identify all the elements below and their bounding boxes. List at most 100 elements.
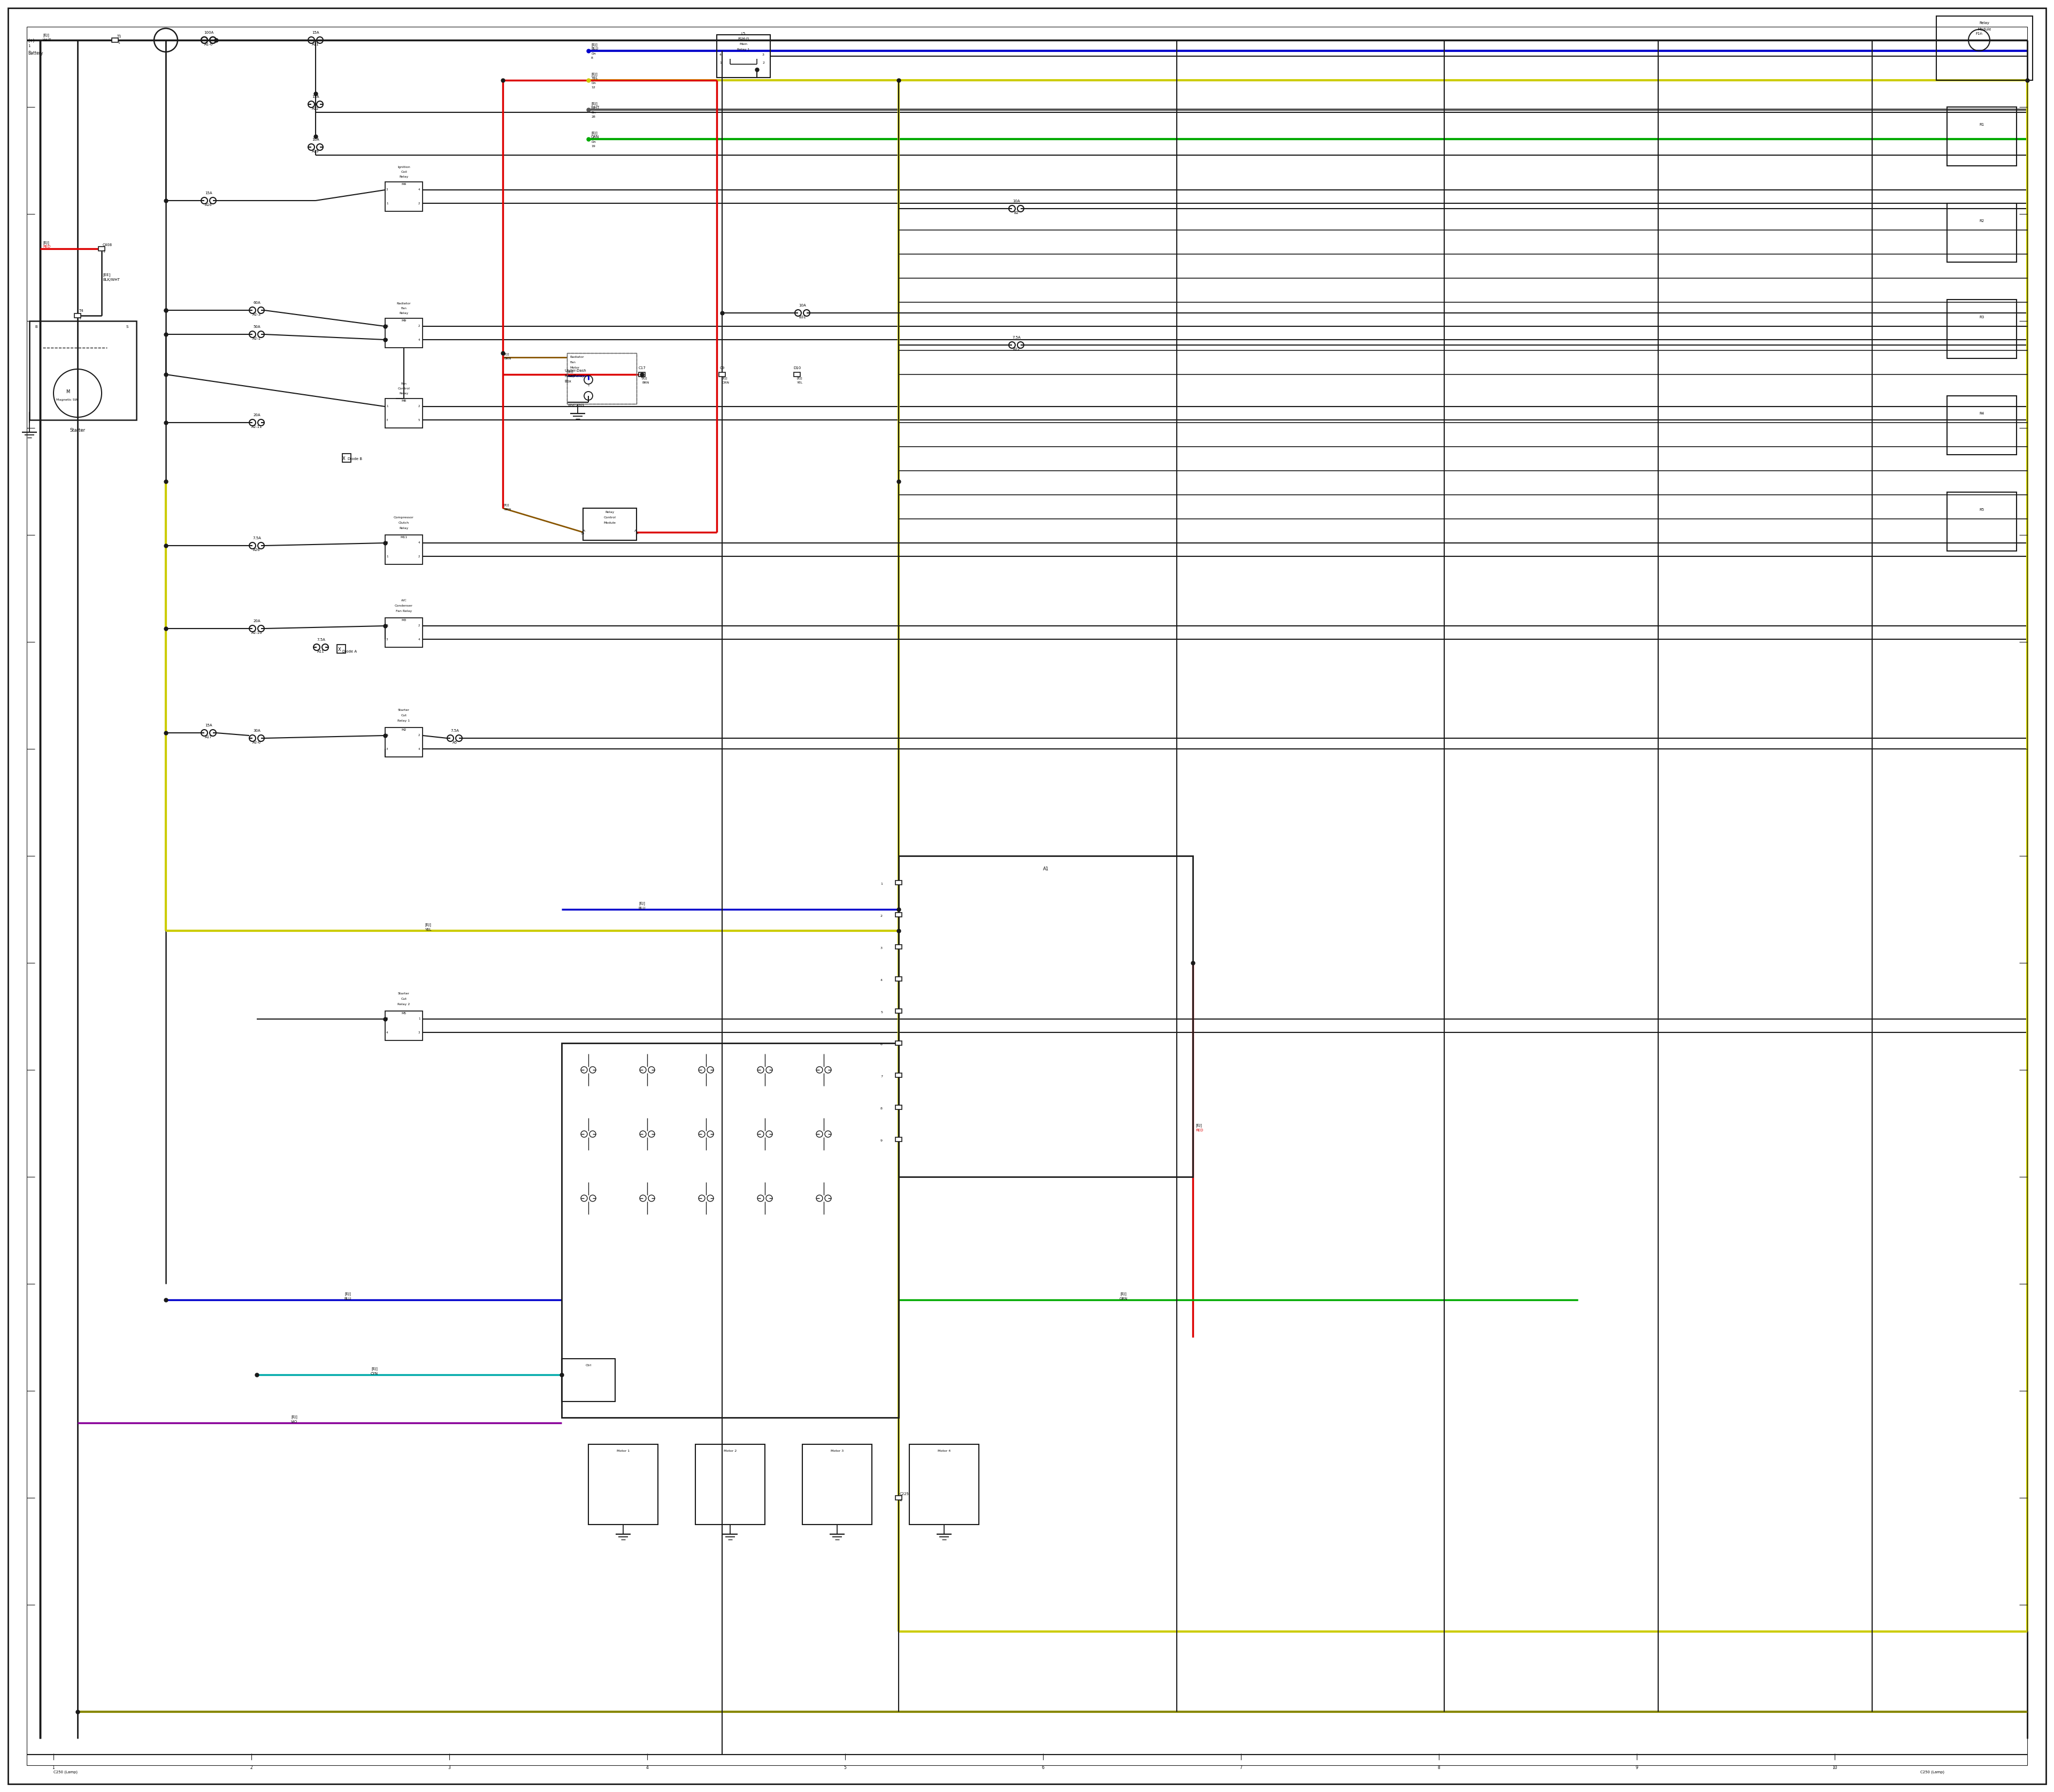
Text: 4: 4: [645, 1765, 649, 1770]
Text: Relay: Relay: [398, 527, 409, 530]
Bar: [896, 944, 902, 950]
Text: 2: 2: [881, 914, 883, 918]
Text: X: X: [339, 647, 341, 652]
Text: Control: Control: [398, 387, 411, 391]
Text: Ignition: Ignition: [398, 167, 411, 168]
Text: R4: R4: [1980, 412, 1984, 416]
Text: 2: 2: [251, 1765, 253, 1770]
Text: Radiator: Radiator: [569, 357, 583, 358]
Bar: [567, 353, 637, 403]
Text: R3: R3: [1980, 315, 1984, 319]
Text: [EJ]: [EJ]: [569, 371, 573, 373]
Bar: [793, 373, 801, 376]
Text: 1: 1: [117, 41, 119, 45]
Text: Relay 1: Relay 1: [398, 719, 411, 722]
Text: L5: L5: [741, 32, 746, 36]
Text: A11: A11: [316, 650, 325, 652]
Text: [EJ]: [EJ]: [592, 43, 598, 47]
Text: X: X: [343, 457, 345, 461]
Text: 28: 28: [592, 115, 596, 118]
Text: Dn: Dn: [592, 111, 596, 115]
Text: 1: 1: [719, 61, 721, 65]
Text: Cut: Cut: [401, 715, 407, 717]
Text: Module: Module: [1978, 29, 1990, 30]
Text: Motor 4: Motor 4: [937, 1450, 951, 1452]
Bar: [343, 453, 351, 462]
Text: [EJ]: [EJ]: [1195, 1124, 1202, 1127]
Bar: [583, 509, 637, 539]
Bar: [111, 38, 119, 43]
Text: WHT: WHT: [592, 106, 600, 109]
Text: Dn: Dn: [592, 52, 596, 56]
Text: A1-6: A1-6: [203, 43, 214, 47]
Text: 4: 4: [719, 54, 721, 56]
Text: [EJ]: [EJ]: [592, 131, 598, 134]
Text: A26: A26: [253, 548, 261, 552]
Bar: [896, 880, 902, 885]
Text: 7.5A: 7.5A: [450, 729, 458, 733]
Text: [EJ]: [EJ]: [372, 1367, 378, 1371]
Text: [EJ]: [EJ]: [345, 1292, 351, 1296]
Text: M8: M8: [401, 400, 407, 401]
Text: A2-1: A2-1: [253, 337, 261, 340]
Text: S: S: [125, 324, 127, 328]
Text: 12: 12: [592, 86, 596, 90]
Text: BRN: BRN: [503, 357, 511, 360]
Text: 60A: 60A: [253, 301, 261, 305]
Bar: [900, 857, 1193, 1177]
Text: 8: 8: [1438, 1765, 1440, 1770]
Text: Fan: Fan: [401, 306, 407, 310]
Bar: [74, 314, 80, 317]
Text: A2-6: A2-6: [253, 740, 261, 744]
Bar: [803, 1444, 871, 1525]
Text: M11: M11: [401, 536, 407, 539]
Text: 10A: 10A: [312, 138, 318, 142]
Text: BLU: BLU: [592, 47, 598, 50]
Text: Relay 1: Relay 1: [737, 48, 750, 50]
Text: 6: 6: [1041, 1765, 1043, 1770]
Text: Battery: Battery: [29, 50, 43, 56]
Text: [EJ]: [EJ]: [43, 34, 49, 38]
Text: Condenser: Condenser: [394, 604, 413, 607]
Text: 6: 6: [881, 1043, 883, 1047]
Text: Relay: Relay: [398, 392, 409, 394]
Text: Fuse/Relay: Fuse/Relay: [565, 375, 583, 378]
Text: 10: 10: [581, 532, 583, 536]
Text: VIO: VIO: [292, 1421, 298, 1423]
Bar: [896, 1106, 902, 1109]
Bar: [386, 398, 423, 428]
Text: Starter: Starter: [398, 993, 409, 995]
Text: Fan Relay: Fan Relay: [396, 609, 413, 613]
Bar: [337, 645, 345, 652]
Text: Box: Box: [565, 380, 571, 383]
Text: 1: 1: [29, 45, 31, 48]
Text: [EJ]: [EJ]: [723, 376, 727, 380]
Bar: [639, 373, 645, 376]
Bar: [567, 353, 637, 403]
Bar: [1947, 299, 2017, 358]
Text: 50A: 50A: [253, 324, 261, 328]
Text: T1: T1: [117, 34, 121, 38]
Bar: [1947, 493, 2017, 550]
Bar: [386, 181, 423, 211]
Text: 3: 3: [448, 1765, 450, 1770]
Text: Diode B: Diode B: [347, 457, 362, 461]
Text: 19: 19: [592, 145, 596, 147]
Text: M3: M3: [401, 618, 407, 622]
Text: 7.5A: 7.5A: [1013, 335, 1021, 339]
Text: [EJ]: [EJ]: [43, 240, 49, 244]
Text: A1: A1: [1043, 867, 1050, 871]
Text: PGM-FI: PGM-FI: [737, 38, 750, 39]
Text: 10A: 10A: [1013, 199, 1021, 202]
Text: [EJ]: [EJ]: [641, 376, 647, 380]
Text: 8: 8: [881, 1107, 883, 1109]
Text: F1n: F1n: [1976, 32, 1982, 36]
Text: A17: A17: [205, 735, 212, 738]
Text: Relay: Relay: [398, 176, 409, 177]
Text: C250 (Lamp): C250 (Lamp): [1920, 1770, 1945, 1774]
Text: B22: B22: [1013, 348, 1021, 351]
Text: A2-10: A2-10: [251, 631, 263, 634]
Text: Control: Control: [604, 516, 616, 520]
Text: A2-11: A2-11: [251, 425, 263, 428]
Text: C250 (Lamp): C250 (Lamp): [53, 1770, 78, 1774]
